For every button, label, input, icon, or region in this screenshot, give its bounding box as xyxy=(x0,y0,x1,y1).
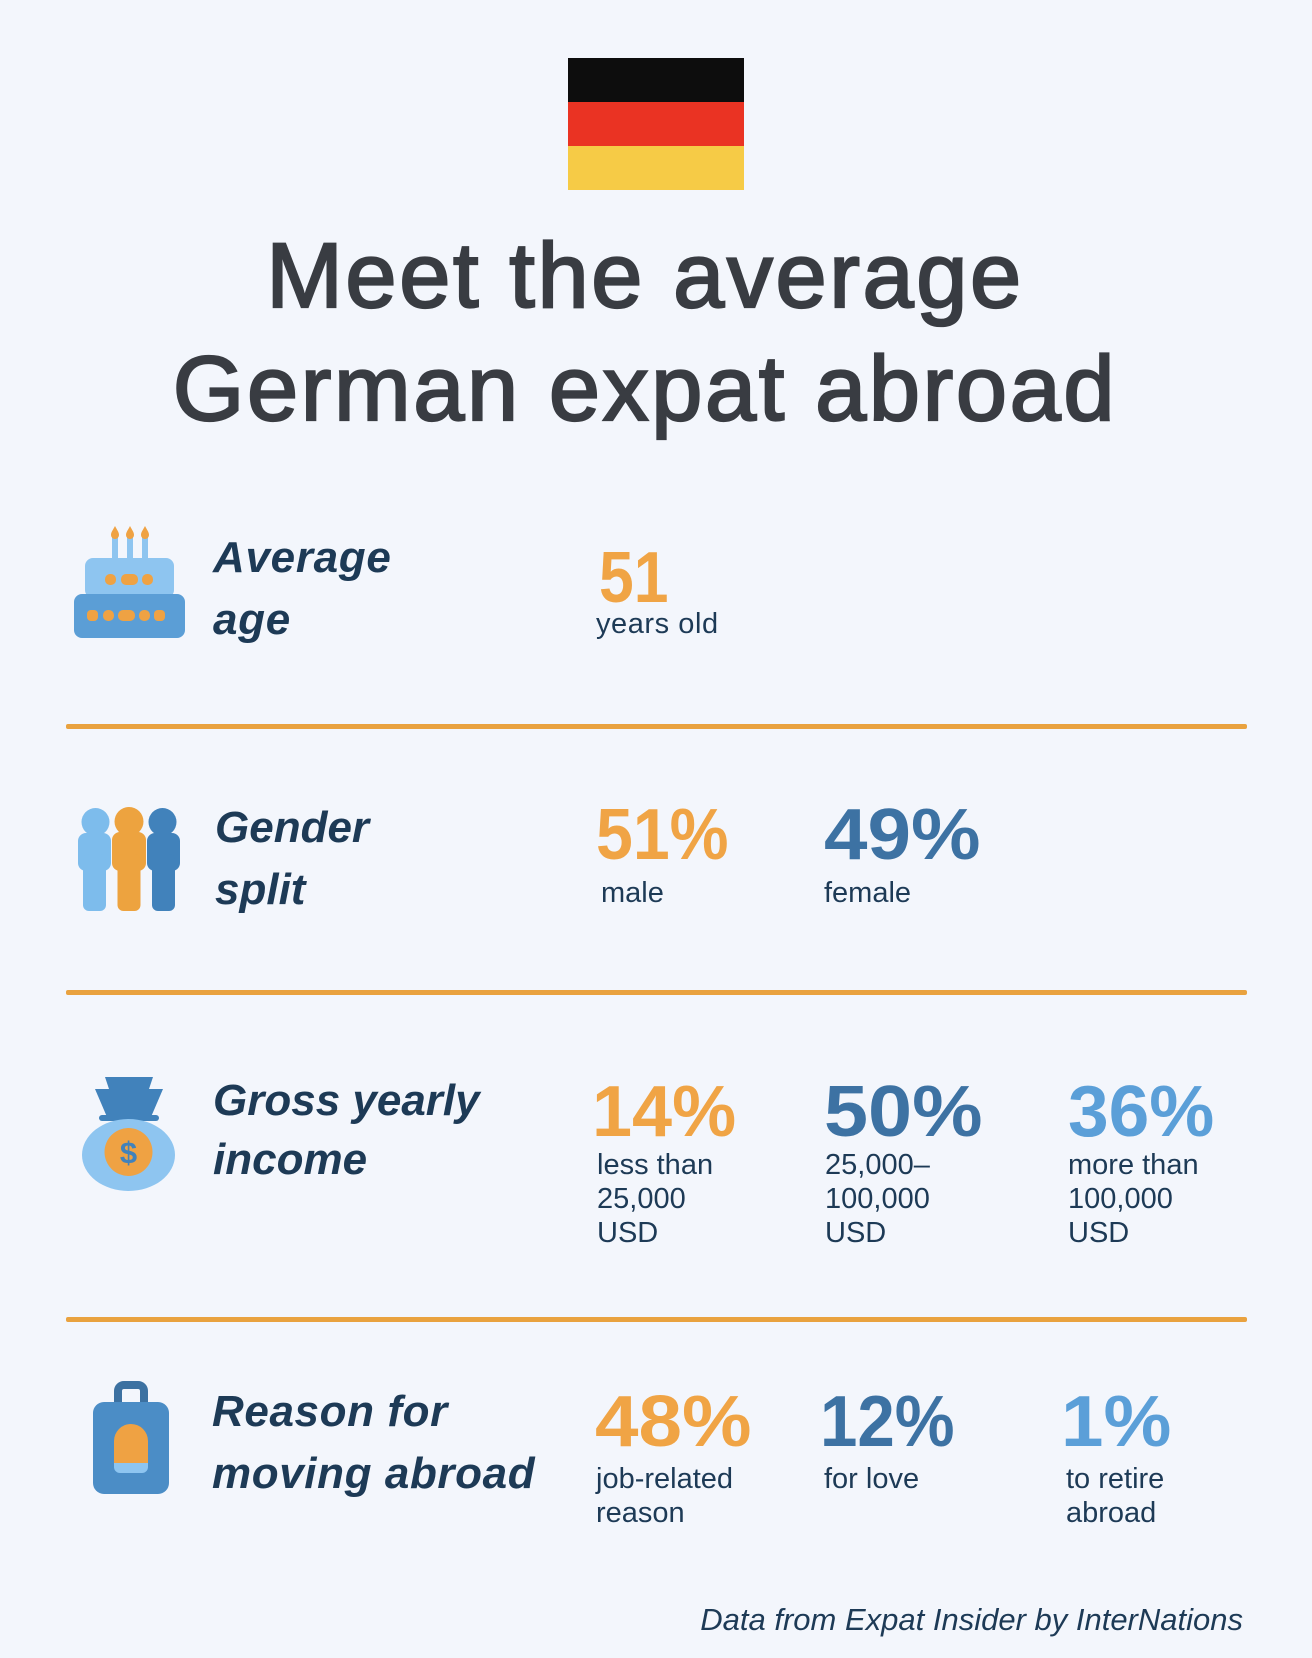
svg-text:$: $ xyxy=(120,1135,137,1170)
